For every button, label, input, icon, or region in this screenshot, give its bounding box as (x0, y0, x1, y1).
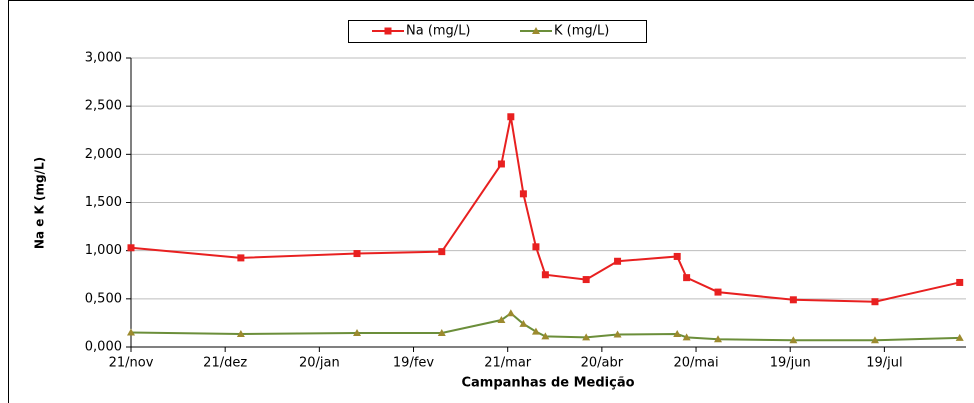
data-point (582, 276, 590, 284)
x-axis-label: Campanhas de Medição (461, 376, 634, 391)
data-point (236, 329, 245, 337)
x-tick-label: 20/jan (299, 356, 340, 371)
data-point (353, 250, 361, 258)
data-point (519, 319, 528, 327)
legend-box (348, 20, 647, 43)
data-point (519, 190, 527, 198)
data-point (613, 330, 622, 338)
x-tick-label: 21/nov (109, 356, 154, 371)
legend-marker (532, 27, 540, 34)
data-point (789, 296, 797, 304)
data-point (127, 244, 135, 252)
y-tick-label: 2,500 (85, 99, 122, 114)
y-tick-label: 0,500 (85, 291, 122, 306)
data-point (127, 328, 135, 336)
data-point (541, 332, 550, 340)
data-point (955, 333, 964, 341)
data-point (353, 329, 362, 337)
data-point (506, 309, 515, 317)
data-point (437, 329, 446, 337)
legend-marker (384, 27, 392, 35)
data-point (673, 252, 681, 260)
data-point (614, 257, 622, 265)
data-point (714, 335, 723, 343)
x-tick-label: 21/dez (203, 356, 247, 371)
legend-label: K (mg/L) (554, 24, 609, 39)
data-point (870, 336, 879, 344)
data-point (507, 113, 515, 121)
legend-label: Na (mg/L) (406, 24, 471, 39)
data-point (789, 336, 798, 344)
data-point (497, 316, 506, 324)
data-point (956, 278, 964, 286)
x-tick-label: 19/fev (393, 356, 434, 371)
data-point (531, 327, 540, 335)
data-point (532, 243, 540, 251)
x-tick-label: 20/abr (581, 356, 624, 371)
y-axis-label: Na e K (mg/L) (33, 157, 47, 249)
data-point (582, 333, 591, 341)
data-point (673, 329, 682, 337)
data-point (871, 298, 879, 306)
data-point (541, 271, 549, 279)
y-tick-label: 0,000 (85, 340, 122, 355)
data-point (497, 160, 505, 168)
data-point (237, 254, 245, 262)
data-point (682, 333, 691, 341)
y-tick-label: 1,000 (85, 243, 122, 258)
x-tick-label: 21/mar (484, 356, 532, 371)
y-tick-label: 2,000 (85, 147, 122, 162)
x-tick-label: 19/jun (770, 356, 811, 371)
y-tick-label: 1,500 (85, 195, 122, 210)
chart-frame (8, 0, 974, 403)
y-tick-label: 3,000 (85, 51, 122, 66)
x-tick-label: 20/mai (673, 356, 718, 371)
data-point (714, 288, 722, 296)
data-point (438, 248, 446, 256)
x-tick-label: 19/jul (866, 356, 902, 371)
data-point (683, 274, 691, 282)
